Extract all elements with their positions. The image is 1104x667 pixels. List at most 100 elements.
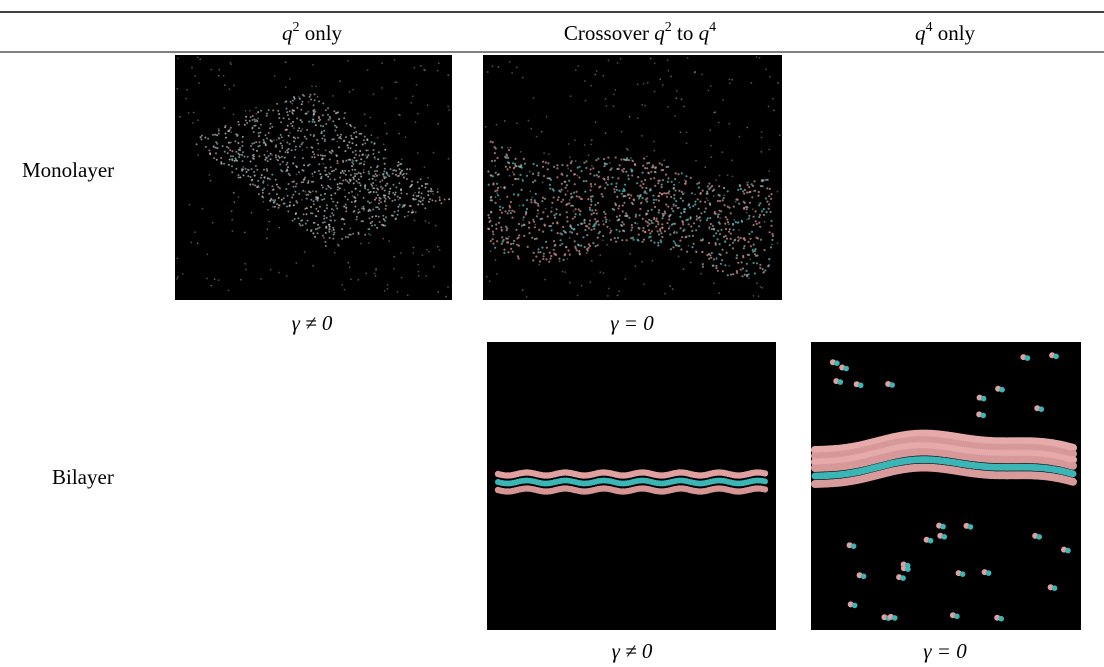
- molecule: [772, 97, 774, 100]
- molecule: [615, 240, 618, 243]
- molecule: [724, 240, 727, 243]
- molecule: [489, 199, 492, 202]
- molecule: [665, 203, 668, 206]
- molecule: [544, 207, 547, 210]
- molecule: [608, 219, 611, 222]
- molecule: [558, 260, 561, 263]
- molecule: [654, 184, 657, 187]
- molecule: [333, 251, 336, 254]
- molecule: [515, 228, 518, 231]
- molecule: [281, 147, 284, 149]
- molecule: [355, 130, 358, 133]
- molecule: [680, 172, 683, 175]
- molecule: [591, 209, 594, 212]
- molecule: [765, 68, 767, 71]
- molecule: [497, 221, 500, 224]
- molecule: [344, 195, 347, 198]
- molecule: [286, 128, 288, 131]
- molecule: [357, 278, 360, 281]
- molecule: [576, 243, 580, 246]
- molecule: [837, 379, 844, 385]
- molecule: [530, 127, 533, 130]
- molecule: [282, 117, 285, 120]
- molecule: [535, 215, 539, 218]
- molecule: [372, 208, 375, 211]
- molecule: [493, 159, 496, 162]
- molecule: [548, 251, 551, 254]
- molecule: [677, 173, 680, 176]
- molecule: [402, 176, 405, 179]
- molecule: [273, 75, 276, 77]
- molecule: [307, 193, 310, 196]
- molecule: [575, 195, 578, 198]
- molecule: [377, 158, 380, 161]
- molecule: [564, 231, 567, 234]
- molecule: [762, 208, 765, 211]
- image-background: [487, 342, 776, 630]
- molecule: [209, 153, 212, 156]
- molecule: [661, 226, 664, 229]
- molecule: [644, 178, 647, 182]
- header-text: q: [915, 21, 926, 45]
- molecule: [256, 149, 258, 152]
- molecule: [564, 271, 566, 273]
- molecule: [368, 178, 371, 181]
- molecule: [771, 243, 773, 246]
- molecule: [517, 193, 520, 196]
- molecule: [548, 153, 550, 156]
- molecule: [316, 199, 319, 202]
- molecule: [653, 140, 655, 143]
- molecule: [491, 141, 494, 144]
- molecule: [231, 159, 234, 162]
- molecule: [520, 188, 523, 191]
- caption: γ = 0: [610, 311, 654, 335]
- molecule: [574, 69, 577, 72]
- molecule: [350, 278, 352, 281]
- molecule: [534, 179, 537, 182]
- molecule: [696, 198, 699, 201]
- molecule: [522, 157, 525, 160]
- molecule: [305, 193, 308, 196]
- molecule: [607, 176, 610, 179]
- molecule: [289, 78, 291, 80]
- molecule: [533, 200, 536, 204]
- molecule: [759, 185, 763, 188]
- molecule: [292, 162, 295, 165]
- molecule: [377, 215, 380, 218]
- molecule: [568, 179, 571, 182]
- molecule: [553, 165, 556, 168]
- molecule: [378, 208, 381, 211]
- molecule: [176, 276, 179, 278]
- molecule: [333, 231, 336, 234]
- molecule: [301, 149, 304, 151]
- molecule: [286, 194, 289, 197]
- simulation-image: [811, 342, 1081, 630]
- molecule: [258, 155, 261, 158]
- molecule: [288, 118, 290, 120]
- molecule: [215, 152, 217, 155]
- molecule: [851, 602, 858, 609]
- molecule: [257, 111, 260, 114]
- molecule: [494, 171, 497, 174]
- molecule: [336, 111, 339, 114]
- molecule: [652, 201, 655, 204]
- molecule: [721, 151, 724, 154]
- molecule: [534, 192, 537, 195]
- molecule: [430, 187, 433, 190]
- header-text: only: [299, 21, 342, 45]
- molecule: [242, 174, 245, 177]
- molecule: [238, 123, 240, 126]
- molecule: [904, 562, 911, 569]
- molecule: [728, 223, 730, 226]
- molecule: [422, 197, 425, 200]
- molecule: [589, 281, 592, 284]
- molecule: [323, 209, 326, 212]
- molecule: [500, 226, 503, 229]
- molecule: [613, 208, 616, 211]
- molecule: [558, 189, 561, 192]
- molecule: [737, 188, 740, 191]
- molecule: [694, 71, 697, 73]
- molecule: [557, 196, 560, 199]
- molecule: [718, 185, 721, 188]
- molecule: [541, 196, 545, 199]
